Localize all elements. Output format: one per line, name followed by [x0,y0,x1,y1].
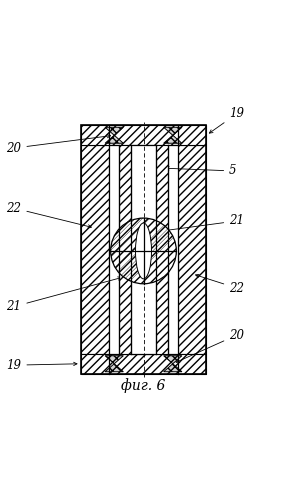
Circle shape [111,218,176,284]
Bar [178,145,206,354]
Text: 5: 5 [166,165,237,178]
Polygon shape [105,356,123,364]
Text: 20: 20 [176,329,244,362]
Polygon shape [164,135,182,143]
Bar [81,125,206,374]
Bar [131,145,156,354]
Polygon shape [105,364,123,372]
Bar [81,145,109,354]
Polygon shape [105,135,123,143]
Bar [81,125,206,145]
Text: фиг. 6: фиг. 6 [121,379,166,393]
Bar [168,145,178,354]
Bar [109,145,119,354]
Text: 21: 21 [166,215,244,232]
Bar [156,145,168,354]
Polygon shape [164,364,182,372]
Text: 21: 21 [6,277,121,313]
Polygon shape [164,127,182,135]
Circle shape [111,218,176,284]
Polygon shape [105,127,123,135]
Text: 22: 22 [6,202,91,228]
Bar [109,145,178,354]
Text: 19: 19 [209,107,244,133]
Ellipse shape [135,223,152,279]
Text: 19: 19 [6,359,77,372]
Text: 22: 22 [195,274,244,294]
Bar [81,354,206,374]
Bar [119,145,131,354]
Text: 20: 20 [6,135,110,155]
Polygon shape [164,356,182,364]
